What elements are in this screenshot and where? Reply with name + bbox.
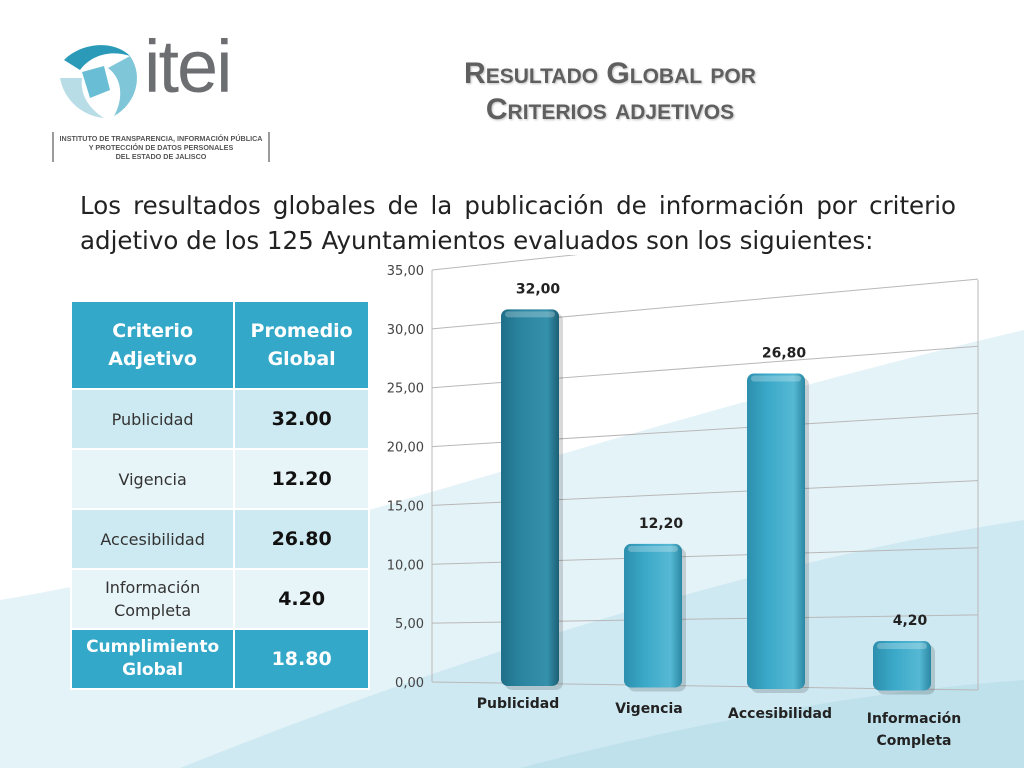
x-tick-label: Completa xyxy=(877,733,952,749)
bar-publicidad xyxy=(501,309,559,686)
row-criterio: Información Completa xyxy=(69,568,236,630)
table-row: Información Completa 4.20 xyxy=(69,568,370,630)
data-label: 4,20 xyxy=(893,613,928,629)
x-tick-label: Accesibilidad xyxy=(728,706,832,722)
total-promedio: 18.80 xyxy=(233,628,370,690)
x-tick-label: Información xyxy=(867,711,962,727)
table-row: Accesibilidad 26.80 xyxy=(69,508,370,570)
itei-logo: itei INSTITUTO DE TRANSPARENCIA, INFORMA… xyxy=(52,30,282,168)
row-criterio: Vigencia xyxy=(69,448,236,510)
table-row: Publicidad 32.00 xyxy=(69,388,370,450)
logo-mark-icon xyxy=(60,45,137,118)
bar-chart: 0,00 5,00 10,00 15,00 20,00 25,00 30,00 35,00 32… xyxy=(387,255,979,749)
bar-highlight xyxy=(628,545,678,552)
title-line-1: Resultado Global por xyxy=(464,57,756,90)
y-tick-label: 10,00 xyxy=(387,558,424,573)
y-tick-label: 0,00 xyxy=(395,676,424,691)
bar-accesibilidad xyxy=(747,373,805,689)
data-label: 26,80 xyxy=(762,346,807,362)
y-tick-label: 25,00 xyxy=(387,382,424,397)
x-tick-label: Vigencia xyxy=(615,701,682,717)
bar-highlight xyxy=(505,311,555,318)
logo-wordmark: itei xyxy=(144,25,233,108)
x-tick-label: Publicidad xyxy=(477,696,559,712)
gridline xyxy=(431,255,578,271)
y-tick-label: 30,00 xyxy=(387,323,424,338)
table-total-row: Cumplimiento Global 18.80 xyxy=(69,628,370,690)
title-line-2: Criterios adjetivos xyxy=(485,93,735,126)
y-tick-label: 20,00 xyxy=(387,441,424,456)
row-criterio: Accesibilidad xyxy=(69,508,236,570)
table-row: Vigencia 12.20 xyxy=(69,448,370,510)
bar-highlight xyxy=(751,375,801,382)
row-promedio: 4.20 xyxy=(233,568,370,630)
intro-paragraph: Los resultados globales de la publicació… xyxy=(80,191,956,255)
bar-información-completa xyxy=(873,641,931,691)
row-criterio: Publicidad xyxy=(69,388,236,450)
y-tick-label: 15,00 xyxy=(387,499,424,514)
criteria-table: Criterio Adjetivo Promedio Global Public… xyxy=(69,300,370,690)
table-header-row: Criterio Adjetivo Promedio Global xyxy=(69,300,370,390)
header-promedio: Promedio Global xyxy=(233,300,370,390)
y-tick-label: 35,00 xyxy=(387,264,424,279)
y-tick-label: 5,00 xyxy=(395,617,424,632)
total-criterio: Cumplimiento Global xyxy=(69,628,236,690)
page-title: Resultado Global por Criterios adjetivos xyxy=(400,56,820,128)
bar-highlight xyxy=(877,643,927,650)
data-label: 12,20 xyxy=(639,516,684,532)
logo-institute-name: INSTITUTO DE TRANSPARENCIA, INFORMACIÓN … xyxy=(52,132,270,162)
row-promedio: 12.20 xyxy=(233,448,370,510)
row-promedio: 26.80 xyxy=(233,508,370,570)
row-promedio: 32.00 xyxy=(233,388,370,450)
bar-vigencia xyxy=(624,543,682,688)
header-criterio: Criterio Adjetivo xyxy=(69,300,236,390)
data-label: 32,00 xyxy=(516,281,561,297)
